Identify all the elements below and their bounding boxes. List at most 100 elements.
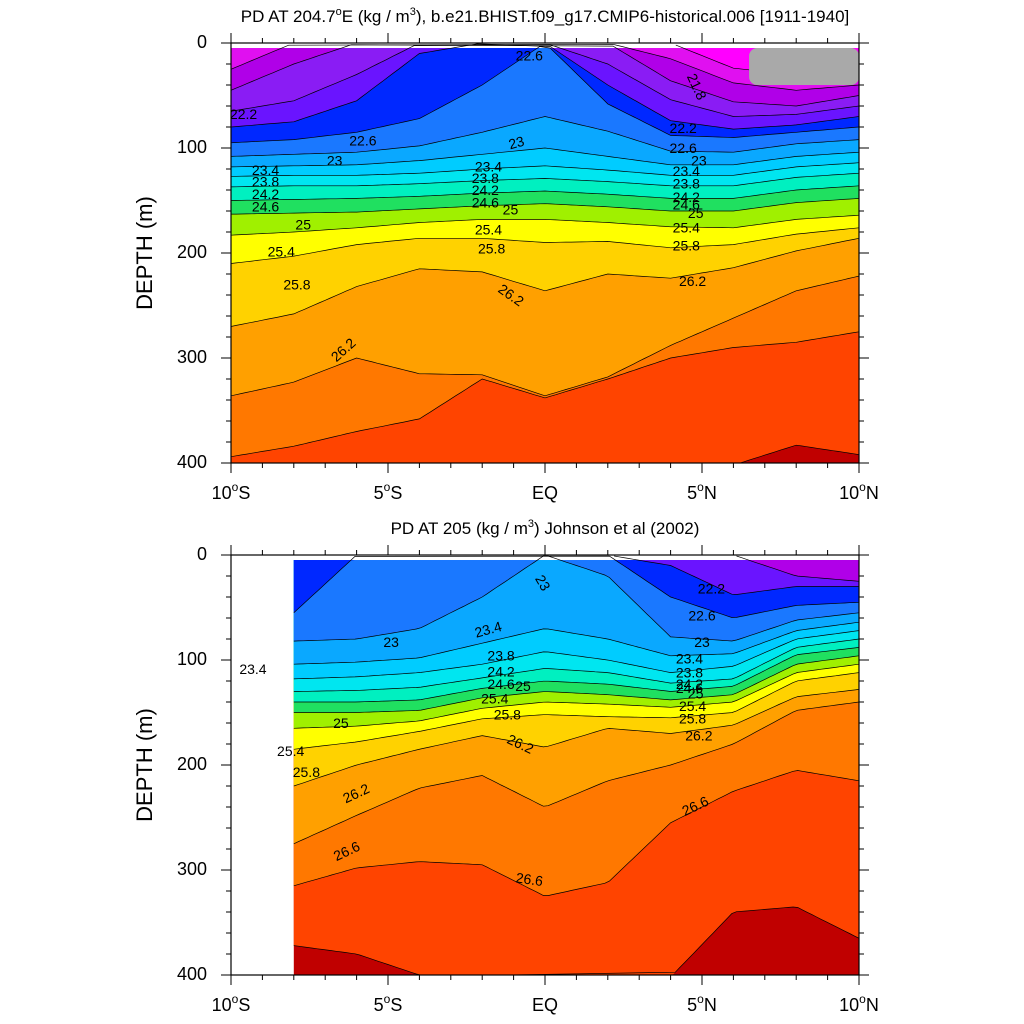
contour-line [231,44,859,107]
contour-label: 25.4 [481,691,508,707]
contour-label: 22.6 [349,132,376,148]
y-tick-label: 300 [177,347,207,367]
contour-label: 25 [688,205,704,221]
contour-label: 22.2 [230,106,257,122]
contour-label: 23 [383,634,399,650]
land-mask [749,48,859,85]
y-axis-label: DEPTH (m) [132,708,157,822]
x-tick-label: 5oS [374,992,403,1015]
contour-line [293,647,859,703]
contour-label: 23 [327,152,343,168]
contour-line [736,555,859,582]
y-axis: 0 100 200 300 400 DEPTH (m) [132,544,869,984]
contour-line [231,227,859,264]
contour-label: 24.6 [676,680,703,696]
contour-label: 23 [691,152,707,168]
x-tick-label: EQ [532,483,558,503]
contour-line [231,43,859,130]
contour-label: 25.8 [679,711,706,727]
contour-label: 24.2 [673,189,700,205]
contour-label: 25 [503,202,519,218]
contour-label: 24.2 [252,186,279,202]
contour-label: 24.2 [487,663,514,679]
contour-label: 24.6 [472,194,499,210]
chart-title: PD AT 204.7oE (kg / m3), b.e21.BHIST.f09… [241,6,850,26]
density-band [231,48,859,91]
contour-label: 23.8 [472,170,499,186]
contour-label: 25.8 [494,706,521,722]
x-tick-label: 5oN [687,480,717,503]
contour-line [231,172,859,188]
contour-line [231,275,859,397]
contour-label: 23 [507,133,526,153]
contour-label: 24.2 [472,182,499,198]
contour-line [231,198,859,215]
contour-line [231,237,859,327]
contour-label: 25 [333,715,349,731]
y-tick-label: 200 [177,242,207,262]
contour-label: 23.8 [487,648,514,664]
contour-label: 26.6 [515,869,544,889]
x-tick-label: 10oS [212,480,251,503]
contour-label: 26.2 [685,727,712,743]
contour-label: 25 [515,678,531,694]
y-tick-label: 400 [177,964,207,984]
y-tick-label: 300 [177,859,207,879]
contour-label: 23.4 [473,618,504,641]
contour-label: 23.4 [239,661,266,677]
contour-line [231,162,859,177]
contour-line [293,701,859,845]
contour-line [614,555,859,595]
contour-label: 24.6 [673,196,700,212]
contour-label: 25 [688,685,704,701]
y-tick-label: 100 [177,649,207,669]
x-axis: 10oS 5oS EQ 5oN 10oN [212,545,879,1015]
contour-label: 25.8 [293,764,320,780]
density-band [293,560,859,582]
contour-label: 25 [295,216,311,232]
contour-line [293,555,859,642]
contour-label: 23 [532,572,554,594]
contour-line [293,630,859,680]
contour-line [293,689,859,787]
chart-title: PD AT 205 (kg / m3) Johnson et al (2002) [391,518,700,538]
x-axis: 10oS 5oS EQ 5oN 10oN [212,33,879,503]
contour-label: 23.8 [676,664,703,680]
contour-line [293,663,859,729]
contour-label: 23.8 [252,173,279,189]
contour-line [293,638,859,692]
contour-label: 23.8 [673,175,700,191]
contour-line [231,43,859,91]
contour-line [231,116,859,157]
contour-label: 22.6 [670,140,697,156]
y-tick-label: 0 [197,544,207,564]
x-tick-label: 5oN [687,992,717,1015]
contour-label: 23.4 [475,159,502,175]
panel-top: 22.621.822.222.6 2322.222.62323.423.824.2… [132,6,879,503]
contour-label: 24.2 [676,676,703,692]
contour-label: 24.6 [487,676,514,692]
contour-label: 23.4 [252,162,279,178]
contour-line [293,655,859,713]
x-tick-label: EQ [532,995,558,1015]
y-axis: 0 100 200 300 400 DEPTH (m) [132,32,869,472]
contour-line [293,555,859,618]
contour-label: 25.4 [268,244,295,260]
contour-line [231,331,859,458]
contour-line [738,444,859,463]
contour-label: 22.6 [516,47,543,63]
density-band [231,48,859,75]
y-tick-label: 400 [177,452,207,472]
contour-label: 25.4 [475,222,502,238]
x-tick-label: 10oN [839,992,879,1015]
contour-label: 25.8 [673,237,700,253]
contour-label: 23.4 [676,651,703,667]
contour-label: 25.4 [679,698,706,714]
contour-field: 22.621.822.222.6 2322.222.62323.423.824.2… [230,43,859,463]
density-band [293,560,859,595]
contour-label: 22.2 [698,580,725,596]
x-tick-label: 10oS [212,992,251,1015]
contour-label: 25.4 [673,220,700,236]
